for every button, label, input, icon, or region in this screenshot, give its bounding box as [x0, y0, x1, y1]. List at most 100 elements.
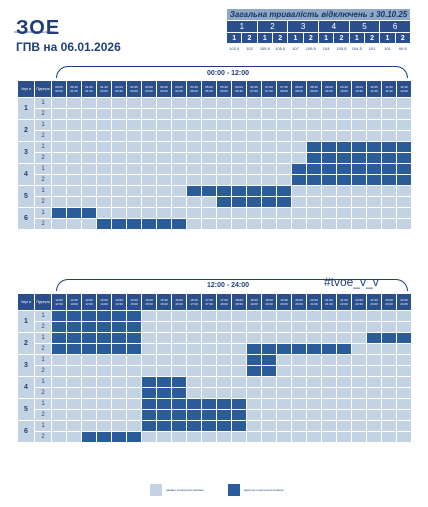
- power-slot: [186, 376, 202, 388]
- power-slot: [261, 141, 277, 153]
- power-slot: [141, 130, 157, 142]
- power-slot: [51, 174, 67, 186]
- power-slot: [321, 196, 337, 208]
- power-slot: [201, 310, 217, 322]
- power-slot: [156, 119, 172, 131]
- power-slot: [201, 343, 217, 355]
- time-slot-header: 07:30 08:00: [276, 80, 292, 98]
- power-slot: [231, 332, 247, 344]
- stats-subqueue: 2: [241, 32, 258, 44]
- power-slot: [111, 163, 127, 175]
- power-slot: [96, 387, 112, 399]
- power-slot: [381, 310, 397, 322]
- power-slot: [321, 398, 337, 410]
- power-slot: [351, 310, 367, 322]
- power-slot: [81, 376, 97, 388]
- power-slot: [291, 218, 307, 230]
- queue-number: 4: [17, 163, 35, 186]
- power-slot: [111, 152, 127, 164]
- power-slot: [111, 119, 127, 131]
- time-slot-header: 08:00 08:30: [291, 80, 307, 98]
- outage-slot: [396, 174, 412, 186]
- power-slot: [366, 376, 382, 388]
- outage-slot: [366, 174, 382, 186]
- queue-number: 5: [17, 185, 35, 208]
- power-slot: [381, 218, 397, 230]
- power-slot: [396, 130, 412, 142]
- power-slot: [201, 108, 217, 120]
- power-slot: [396, 409, 412, 421]
- power-slot: [351, 343, 367, 355]
- time-slot-header: 15:30 16:00: [156, 293, 172, 311]
- power-slot: [246, 218, 262, 230]
- subqueue-number: 2: [34, 152, 52, 164]
- power-slot: [291, 185, 307, 197]
- subqueue-number: 2: [34, 343, 52, 355]
- outage-slot: [336, 343, 352, 355]
- power-slot: [336, 310, 352, 322]
- power-slot: [336, 420, 352, 432]
- power-slot: [246, 141, 262, 153]
- power-slot: [261, 163, 277, 175]
- stats-value: 104.5: [348, 43, 365, 54]
- outage-slot: [246, 185, 262, 197]
- power-slot: [246, 152, 262, 164]
- power-slot: [201, 207, 217, 219]
- power-slot: [111, 185, 127, 197]
- power-slot: [381, 185, 397, 197]
- power-slot: [351, 354, 367, 366]
- power-slot: [366, 321, 382, 333]
- power-slot: [111, 420, 127, 432]
- power-slot: [186, 108, 202, 120]
- outage-slot: [261, 185, 277, 197]
- power-slot: [336, 376, 352, 388]
- stats-subqueue: 2: [394, 32, 412, 44]
- outage-slot: [96, 321, 112, 333]
- outage-slot: [336, 152, 352, 164]
- power-slot: [246, 387, 262, 399]
- stats-value: 107: [287, 43, 304, 54]
- power-slot: [321, 376, 337, 388]
- outage-slot: [216, 409, 232, 421]
- power-slot: [156, 354, 172, 366]
- outage-slot: [261, 196, 277, 208]
- power-slot: [126, 398, 142, 410]
- power-slot: [171, 321, 187, 333]
- power-slot: [141, 163, 157, 175]
- power-slot: [141, 152, 157, 164]
- power-slot: [51, 130, 67, 142]
- power-slot: [66, 152, 82, 164]
- power-slot: [81, 97, 97, 109]
- power-slot: [186, 354, 202, 366]
- time-slot-header: 19:00 19:30: [261, 293, 277, 311]
- power-slot: [216, 431, 232, 443]
- power-slot: [81, 354, 97, 366]
- time-slot-header: 23:30 24:00: [396, 293, 412, 311]
- outage-slot: [276, 196, 292, 208]
- power-slot: [96, 141, 112, 153]
- power-slot: [141, 321, 157, 333]
- time-slot-header: 04:00 04:30: [171, 80, 187, 98]
- power-slot: [216, 387, 232, 399]
- time-slot-header: 01:30 02:00: [96, 80, 112, 98]
- schedule-row: 2: [18, 152, 412, 164]
- power-slot: [141, 310, 157, 322]
- power-slot: [261, 387, 277, 399]
- outage-slot: [171, 398, 187, 410]
- power-slot: [306, 97, 322, 109]
- power-slot: [291, 409, 307, 421]
- power-slot: [321, 108, 337, 120]
- power-slot: [126, 196, 142, 208]
- power-slot: [66, 365, 82, 377]
- power-slot: [381, 354, 397, 366]
- power-slot: [261, 174, 277, 186]
- am-schedule-grid: Черг а Підчерга 00:00 00:30 00:30 01:00 01:0…: [17, 80, 412, 230]
- outage-slot: [126, 321, 142, 333]
- power-slot: [216, 321, 232, 333]
- outage-slot: [66, 332, 82, 344]
- outage-slot: [261, 343, 277, 355]
- stats-value: 105.5: [333, 43, 350, 54]
- power-slot: [96, 119, 112, 131]
